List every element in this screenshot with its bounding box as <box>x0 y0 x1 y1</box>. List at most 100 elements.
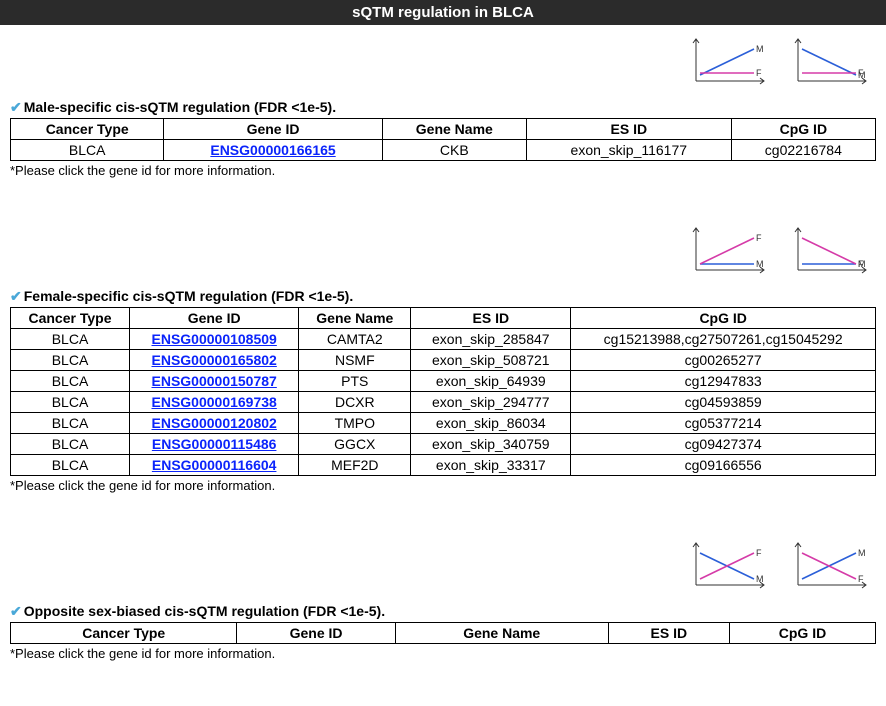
opposite-section-header: ✔Opposite sex-biased cis-sQTM regulation… <box>10 603 876 620</box>
cell-cancer: BLCA <box>11 455 130 476</box>
female-section-title: Female-specific cis-sQTM regulation (FDR… <box>24 288 353 304</box>
male-table: Cancer TypeGene IDGene NameES IDCpG ID B… <box>10 118 876 161</box>
cell-gene-name: NSMF <box>299 350 411 371</box>
trend-diagram-icon: MF <box>786 535 876 595</box>
column-header: ES ID <box>411 308 571 329</box>
svg-text:M: M <box>756 259 764 269</box>
cell-es-id: exon_skip_116177 <box>526 140 731 161</box>
cell-gene-id: ENSG00000116604 <box>129 455 298 476</box>
female-section-header: ✔Female-specific cis-sQTM regulation (FD… <box>10 288 876 305</box>
column-header: Cancer Type <box>11 119 164 140</box>
cell-gene-id: ENSG00000166165 <box>164 140 382 161</box>
gene-id-link[interactable]: ENSG00000169738 <box>152 394 277 410</box>
cell-cancer: BLCA <box>11 434 130 455</box>
cell-es-id: exon_skip_86034 <box>411 413 571 434</box>
cell-cpg-id: cg02216784 <box>731 140 875 161</box>
cell-gene-name: CKB <box>382 140 526 161</box>
svg-text:M: M <box>858 548 866 558</box>
male-section-header: ✔Male-specific cis-sQTM regulation (FDR … <box>10 99 876 116</box>
cell-gene-name: MEF2D <box>299 455 411 476</box>
male-diagrams: MFMF <box>0 31 876 91</box>
female-table: Cancer TypeGene IDGene NameES IDCpG ID B… <box>10 307 876 476</box>
cell-es-id: exon_skip_285847 <box>411 329 571 350</box>
gene-id-link[interactable]: ENSG00000120802 <box>152 415 277 431</box>
trend-diagram: MF <box>786 31 876 91</box>
check-icon: ✔ <box>10 99 22 115</box>
opposite-section-title: Opposite sex-biased cis-sQTM regulation … <box>24 603 385 619</box>
cell-cpg-id: cg05377214 <box>571 413 876 434</box>
cell-cpg-id: cg04593859 <box>571 392 876 413</box>
cell-cancer: BLCA <box>11 371 130 392</box>
svg-text:F: F <box>756 68 762 78</box>
cell-gene-id: ENSG00000169738 <box>129 392 298 413</box>
trend-diagram-icon: MF <box>786 220 876 280</box>
table-row: BLCAENSG00000150787PTSexon_skip_64939cg1… <box>11 371 876 392</box>
table-row: BLCA ENSG00000165802 NSMFexon_skip_508721c… <box>11 350 876 371</box>
column-header: Gene Name <box>382 119 526 140</box>
column-header: Gene Name <box>299 308 411 329</box>
cell-cpg-id: cg15213988,cg27507261,cg15045292 <box>571 329 876 350</box>
cell-cancer: BLCA <box>11 140 164 161</box>
svg-text:F: F <box>756 548 762 558</box>
cell-gene-id: ENSG00000150787 <box>129 371 298 392</box>
cell-cancer: BLCA <box>11 350 130 371</box>
trend-diagram: MF <box>684 220 774 280</box>
cell-es-id: exon_skip_508721 <box>411 350 571 371</box>
svg-text:F: F <box>858 259 864 269</box>
female-diagrams: MFMF <box>0 220 876 280</box>
svg-text:M: M <box>756 574 764 584</box>
gene-id-link[interactable]: ENSG00000150787 <box>152 373 277 389</box>
cell-es-id: exon_skip_33317 <box>411 455 571 476</box>
column-header: Gene Name <box>395 623 608 644</box>
trend-diagram: MF <box>684 31 774 91</box>
trend-diagram: MF <box>786 220 876 280</box>
cell-cancer: BLCA <box>11 329 130 350</box>
trend-diagram-icon: MF <box>684 535 774 595</box>
gene-id-link[interactable]: ENSG00000165802 <box>152 352 277 368</box>
cell-gene-id: ENSG00000120802 <box>129 413 298 434</box>
cell-cpg-id: cg09166556 <box>571 455 876 476</box>
cell-cancer: BLCA <box>11 392 130 413</box>
cell-gene-id: ENSG00000165802 <box>129 350 298 371</box>
trend-diagram-icon: MF <box>684 31 774 91</box>
gene-id-link[interactable]: ENSG00000116604 <box>152 457 277 473</box>
column-header: Cancer Type <box>11 623 237 644</box>
trend-diagram-icon: MF <box>786 31 876 91</box>
footnote: *Please click the gene id for more infor… <box>10 646 876 661</box>
cell-gene-name: TMPO <box>299 413 411 434</box>
footnote: *Please click the gene id for more infor… <box>10 478 876 493</box>
trend-diagram: MF <box>684 535 774 595</box>
cell-cpg-id: cg00265277 <box>571 350 876 371</box>
opposite-diagrams: MFMF <box>0 535 876 595</box>
column-header: Gene ID <box>164 119 382 140</box>
svg-text:F: F <box>858 68 864 78</box>
cell-es-id: exon_skip_64939 <box>411 371 571 392</box>
column-header: ES ID <box>608 623 729 644</box>
gene-id-link[interactable]: ENSG00000108509 <box>152 331 277 347</box>
check-icon: ✔ <box>10 603 22 619</box>
table-row: BLCA ENSG00000166165 CKBexon_skip_116177cg… <box>11 140 876 161</box>
column-header: Gene ID <box>129 308 298 329</box>
gene-id-link[interactable]: ENSG00000115486 <box>152 436 277 452</box>
cell-gene-id: ENSG00000115486 <box>129 434 298 455</box>
check-icon: ✔ <box>10 288 22 304</box>
cell-cpg-id: cg09427374 <box>571 434 876 455</box>
column-header: CpG ID <box>730 623 876 644</box>
gene-id-link[interactable]: ENSG00000166165 <box>210 142 335 158</box>
cell-gene-name: PTS <box>299 371 411 392</box>
cell-es-id: exon_skip_294777 <box>411 392 571 413</box>
table-row: BLCA ENSG00000120802 TMPOexon_skip_86034cg… <box>11 413 876 434</box>
cell-gene-id: ENSG00000108509 <box>129 329 298 350</box>
trend-diagram-icon: MF <box>684 220 774 280</box>
trend-diagram: MF <box>786 535 876 595</box>
column-header: Gene ID <box>237 623 395 644</box>
cell-es-id: exon_skip_340759 <box>411 434 571 455</box>
svg-text:F: F <box>858 574 864 584</box>
column-header: Cancer Type <box>11 308 130 329</box>
column-header: ES ID <box>526 119 731 140</box>
column-header: CpG ID <box>571 308 876 329</box>
cell-cancer: BLCA <box>11 413 130 434</box>
footnote: *Please click the gene id for more infor… <box>10 163 876 178</box>
table-row: BLCA ENSG00000116604 MEF2Dexon_skip_33317c… <box>11 455 876 476</box>
svg-text:M: M <box>756 44 764 54</box>
